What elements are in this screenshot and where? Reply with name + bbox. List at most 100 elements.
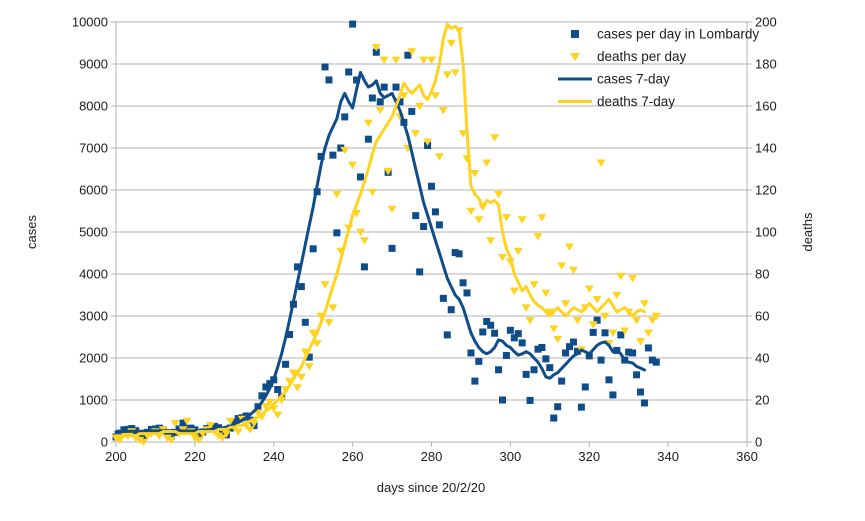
triangle-down-marker [561,300,571,308]
triangle-down-marker [541,289,551,298]
square-marker [625,348,633,356]
square-marker [388,244,396,252]
square-marker [475,357,483,365]
square-marker [211,422,219,430]
triangle-down-marker [616,272,626,281]
triangle-down-marker [194,436,204,445]
square-marker [167,432,175,440]
x-tick-label: 260 [342,449,364,464]
square-marker [258,392,266,400]
legend-label: cases 7-day [597,72,670,87]
square-marker [471,377,479,385]
square-marker [349,20,357,28]
square-marker [195,432,203,440]
square-marker [526,396,534,404]
square-marker [633,371,641,379]
square-marker [601,329,609,337]
triangle-down-marker [501,214,511,222]
square-marker [396,98,404,106]
triangle-down-marker [632,317,642,325]
square-marker [301,318,309,326]
square-marker [498,396,506,404]
triangle-down-marker [391,56,401,64]
triangle-down-marker [549,325,559,333]
triangle-down-marker [383,167,393,176]
triangle-down-marker [482,159,492,167]
y-left-tick-label: 2000 [79,351,108,366]
square-marker [569,338,577,346]
square-marker [412,212,420,220]
triangle-down-marker [470,170,480,178]
square-marker [309,245,317,253]
triangle-down-marker [221,430,231,438]
triangle-down-marker [529,281,539,289]
triangle-down-marker [332,191,342,199]
triangle-down-marker [517,216,527,224]
series-deaths-per-day [111,27,661,447]
axis-ticks-and-labels: 0100020003000400050006000700080009000100… [72,15,777,465]
triangle-down-marker [324,319,334,327]
y-left-tick-label: 7000 [79,141,108,156]
series-line [114,70,646,434]
data-series [111,20,661,447]
triangle-down-marker [450,69,460,77]
triangle-down-marker [588,321,598,329]
triangle-down-marker [537,214,547,222]
triangle-down-marker [367,188,377,197]
triangle-down-marker [292,384,302,392]
x-tick-label: 200 [105,449,127,464]
square-marker [518,339,526,347]
square-marker [428,182,435,190]
square-marker [364,135,372,143]
triangle-down-marker [651,312,661,321]
y-right-tick-label: 40 [755,351,769,366]
legend-item: cases 7-day [558,72,670,87]
y-left-axis-title: cases [24,215,39,249]
square-marker [333,229,341,237]
triangle-down-marker [494,191,504,199]
triangle-down-marker [273,411,283,419]
triangle-down-marker [647,317,657,325]
square-marker [392,83,400,91]
square-marker [502,351,510,359]
legend-item: deaths per day [570,49,687,64]
square-marker [147,425,155,433]
square-marker [234,414,242,422]
triangle-down-marker [261,403,271,411]
square-marker [637,388,645,396]
square-marker [380,83,388,91]
triangle-down-marker [363,119,373,127]
square-marker [483,317,491,325]
square-marker [266,380,274,388]
triangle-down-marker [135,436,145,445]
y-left-tick-label: 9000 [79,57,108,72]
x-tick-label: 300 [500,449,522,464]
triangle-down-marker [608,329,618,337]
triangle-down-marker [182,417,192,426]
triangle-down-marker [446,39,456,48]
square-marker [353,76,361,84]
triangle-down-marker [407,48,417,56]
triangle-down-marker [166,436,176,445]
triangle-down-marker [415,102,425,111]
square-marker [435,221,443,229]
triangle-down-marker [525,317,535,325]
square-marker [467,349,475,357]
triangle-down-marker [328,304,338,312]
square-marker [329,151,337,159]
y-right-tick-label: 60 [755,309,769,324]
y-left-tick-label: 10000 [72,15,108,30]
triangle-down-marker [434,153,444,161]
triangle-down-marker [545,308,555,316]
square-marker [648,356,656,364]
triangle-down-marker [521,304,531,312]
triangle-down-marker [438,107,448,115]
triangle-down-marker [225,417,235,426]
triangle-down-marker [466,207,476,216]
triangle-down-marker [217,434,227,442]
square-marker [562,349,570,357]
triangle-down-marker [419,56,429,64]
triangle-down-marker [375,107,385,115]
